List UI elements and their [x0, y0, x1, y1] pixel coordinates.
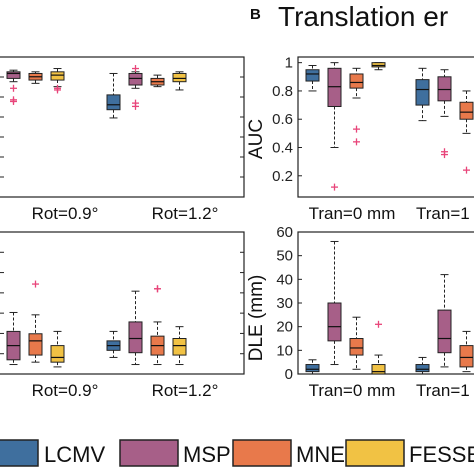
box-msp [437, 76, 452, 102]
y-tick-label: 0.6 [272, 111, 293, 128]
box-msp [6, 71, 21, 79]
y-tick-label: 20 [276, 319, 293, 336]
outlier-marker [331, 183, 338, 191]
legend-swatch-msp [119, 439, 179, 467]
box-fesse [371, 364, 386, 375]
outlier-marker [154, 285, 161, 293]
legend-label-lcmv: LCMV [44, 442, 105, 467]
legend-swatch-lcmv [0, 439, 39, 467]
outlier-marker [54, 86, 61, 94]
ylabel-dle: DLE (mm) [246, 275, 267, 362]
box-msp [128, 321, 143, 354]
cat-tran-dle-1: Tran=0 mm [309, 381, 396, 400]
box-msp [128, 72, 143, 86]
outlier-marker [353, 138, 360, 146]
cat-tran-auc-2: Tran=1 [416, 204, 470, 223]
outlier-marker [10, 84, 17, 92]
box-mne [28, 333, 43, 356]
y-tick-label: 50 [276, 248, 293, 265]
boxes [305, 240, 474, 375]
legend-label-msp: MSP [183, 442, 231, 467]
box-mne [349, 73, 364, 89]
boxes [6, 280, 187, 368]
panel-b-letter: B [250, 6, 261, 23]
box-fesse [50, 71, 65, 81]
outlier-marker [132, 102, 139, 110]
box-mne [349, 338, 364, 356]
panel-rot_top [0, 56, 245, 198]
boxes [305, 62, 474, 191]
ylabel-auc: AUC [246, 119, 267, 159]
outlier-marker [132, 65, 139, 73]
box-lcmv [305, 364, 320, 373]
panel-rot_bottom [0, 231, 245, 375]
outlier-marker [375, 320, 382, 328]
cat-tran-auc-1: Tran=0 mm [309, 204, 396, 223]
y-tick-label: 0.8 [272, 83, 293, 100]
cat-rot-bottom-2: Rot=1.2° [152, 381, 219, 400]
y-tick-label: 60 [276, 224, 293, 241]
panel-tran_dle: 60 50 40 30 20 10 0 [276, 224, 474, 383]
panel-tran_auc: 1 0.8 0.6 0.4 0.2 [272, 55, 474, 198]
y-tick-label: 1 [285, 55, 293, 72]
legend-swatch-mne [232, 439, 292, 467]
y-tick-label: 0.2 [272, 168, 293, 185]
box-lcmv [415, 79, 430, 106]
boxes [6, 65, 187, 119]
box-fesse [50, 345, 65, 363]
box-fesse [172, 338, 187, 356]
box-mne [459, 101, 474, 120]
panel-b-title: Translation er [278, 1, 448, 32]
cat-rot-bottom-1: Rot=0.9° [32, 381, 99, 400]
cat-rot-top-2: Rot=1.2° [152, 204, 219, 223]
y-tick-label: 0.4 [272, 140, 293, 157]
y-tick-label: 0 [285, 366, 293, 383]
outlier-marker [353, 125, 360, 133]
legend: LCMV MSP MNE FESSE [0, 439, 474, 467]
box-lcmv [106, 94, 121, 111]
legend-label-mne: MNE [296, 442, 345, 467]
outlier-marker [32, 280, 39, 288]
box-msp [327, 302, 342, 342]
box-lcmv [305, 69, 320, 82]
box-fesse [371, 62, 386, 68]
box-fesse [172, 72, 187, 83]
outlier-marker [10, 97, 17, 105]
y-tick-label: 40 [276, 271, 293, 288]
box-msp [327, 67, 342, 107]
box-msp [437, 309, 452, 354]
axes-frame [0, 231, 245, 375]
y-tick-label: 30 [276, 295, 293, 312]
cat-tran-dle-2: Tran=1 [416, 381, 470, 400]
axes-frame [0, 56, 245, 198]
cat-rot-top-1: Rot=0.9° [32, 204, 99, 223]
outlier-marker [463, 166, 470, 174]
axes-frame [297, 56, 474, 198]
outlier-marker [441, 151, 448, 159]
box-lcmv [415, 364, 430, 373]
box-plots: 1 0.8 0.6 0.4 0.2 60 50 40 30 20 10 0 [0, 55, 474, 383]
y-tick-label: 10 [276, 342, 293, 359]
legend-swatch-fesse [345, 439, 405, 467]
box-mne [459, 345, 474, 368]
legend-label-fesse: FESSE [409, 442, 474, 467]
